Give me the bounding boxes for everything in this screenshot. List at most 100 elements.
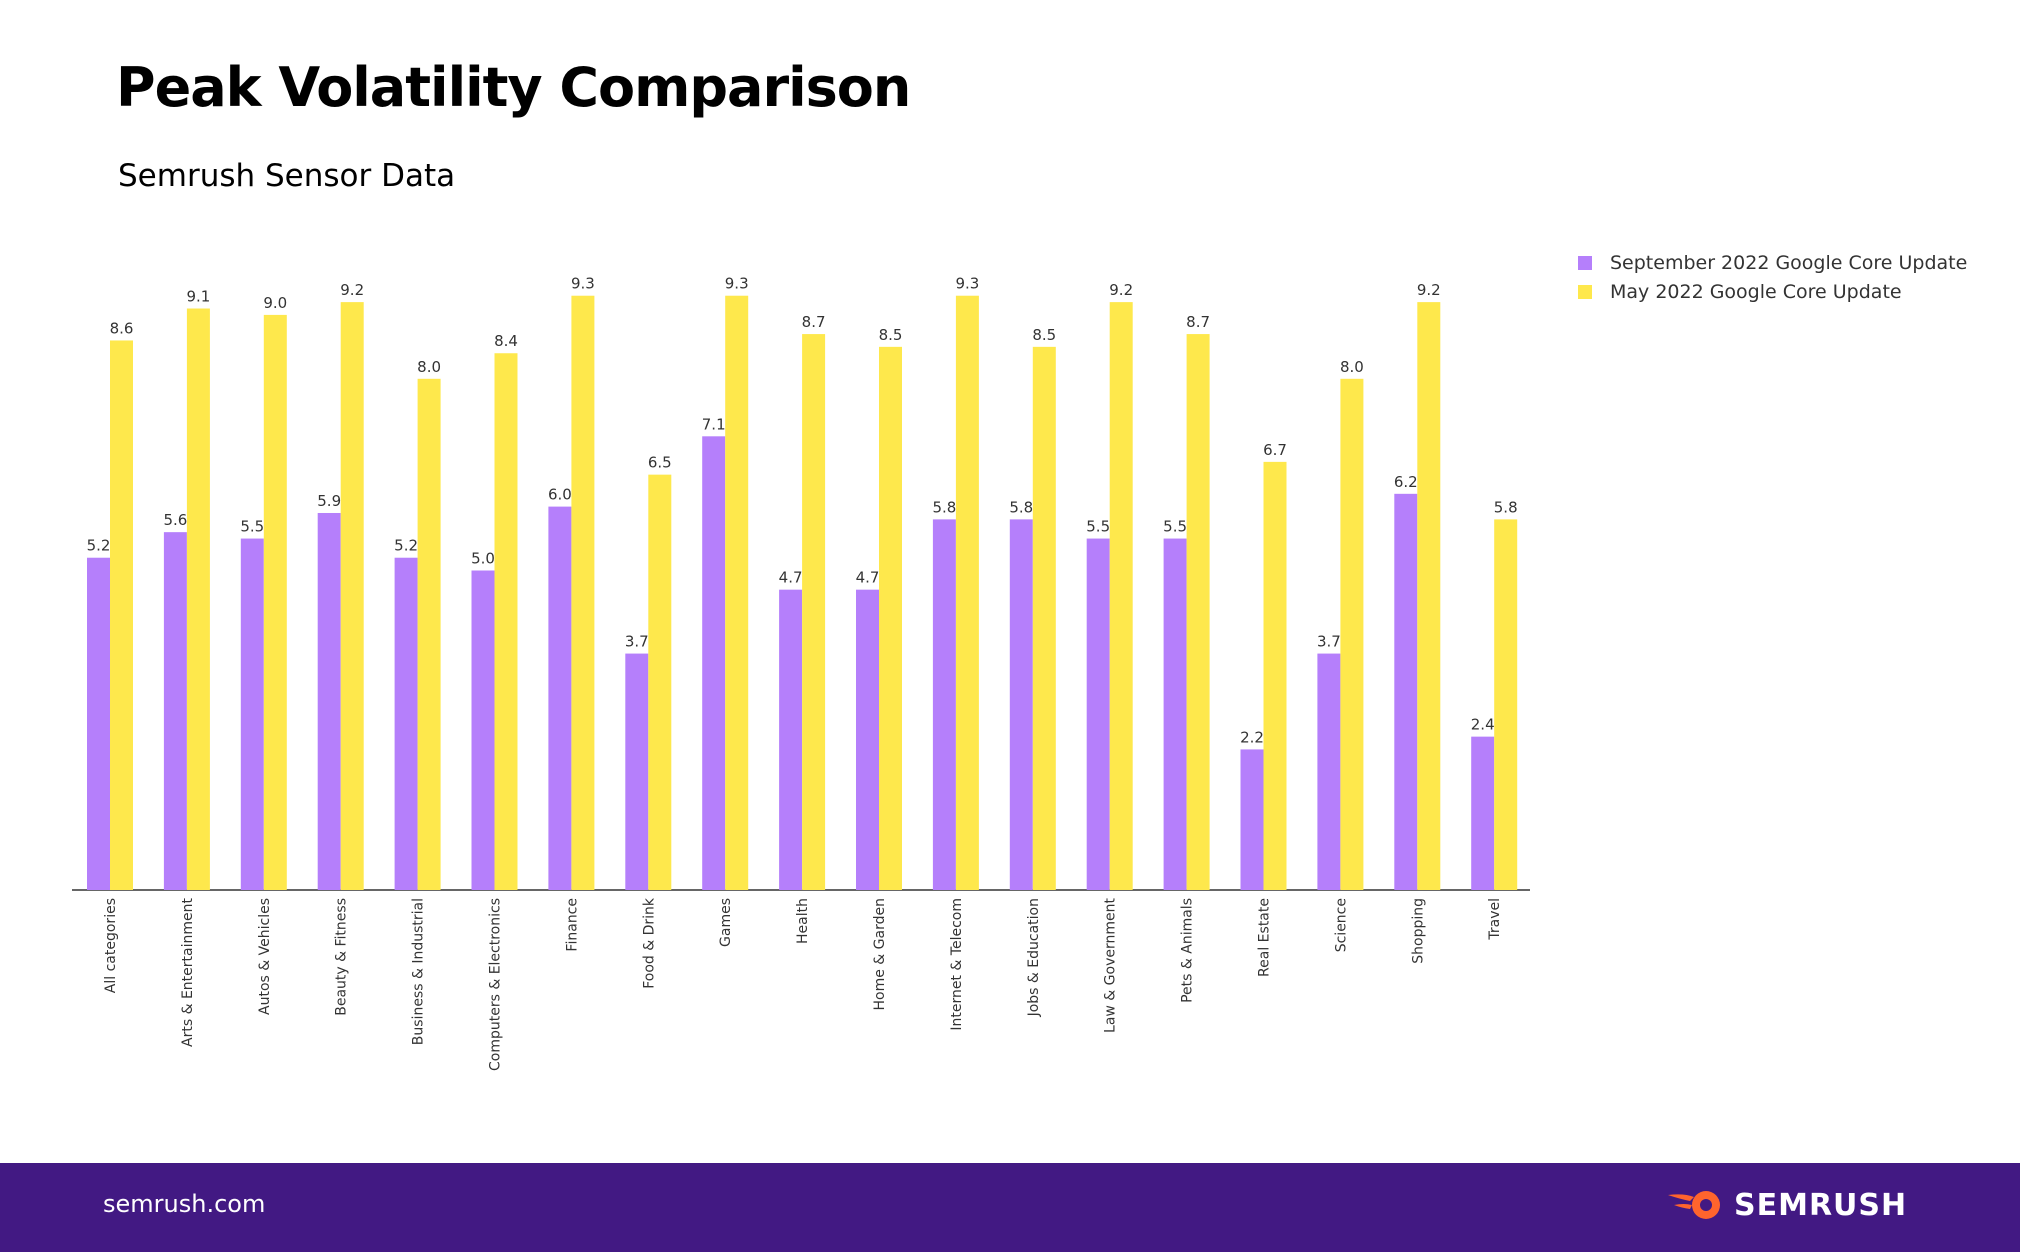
- chart-title: Peak Volatility Comparison: [116, 56, 911, 119]
- bar-sep-food-drink: [625, 653, 649, 890]
- x-tick-label-beauty-fitness: Beauty & Fitness: [334, 898, 350, 1016]
- brand-logo: SEMRUSH: [1666, 1187, 1907, 1223]
- bar-may-jobs-education: [1032, 346, 1056, 891]
- x-tick-label-travel: Travel: [1487, 898, 1503, 941]
- bar-sep-shopping: [1394, 493, 1418, 890]
- bar-may-home-garden: [879, 346, 902, 891]
- bar-may-autos-vehicles: [263, 314, 287, 890]
- bar-sep-finance: [548, 506, 572, 890]
- x-tick-label-home-garden: Home & Garden: [872, 898, 888, 1010]
- bar-may-health: [802, 334, 826, 890]
- data-label-sep-autos-vehicles: 5.5: [240, 518, 264, 536]
- data-label-sep-home-garden: 4.7: [856, 569, 880, 587]
- x-tick-label-autos-vehicles: Autos & Vehicles: [257, 898, 273, 1015]
- data-label-sep-shopping: 6.2: [1394, 473, 1418, 491]
- data-label-sep-pets-animals: 5.5: [1163, 518, 1187, 536]
- data-label-may-travel: 5.8: [1494, 498, 1518, 516]
- bar-sep-autos-vehicles: [240, 538, 264, 890]
- bar-sep-arts-entertainment: [163, 532, 187, 890]
- legend-label-may: May 2022 Google Core Update: [1610, 280, 1902, 303]
- bar-sep-travel: [1471, 736, 1495, 890]
- data-label-sep-real-estate: 2.2: [1240, 728, 1264, 746]
- data-label-may-computers-electronics: 8.4: [494, 332, 518, 350]
- bar-sep-health: [779, 589, 803, 890]
- x-tick-label-law-government: Law & Government: [1103, 898, 1119, 1033]
- data-label-may-pets-animals: 8.7: [1186, 313, 1210, 331]
- brand-name: SEMRUSH: [1734, 1187, 1908, 1223]
- bar-sep-business-industrial: [394, 557, 418, 890]
- bar-may-science: [1340, 378, 1364, 890]
- footer-bar: semrush.com SEMRUSH: [0, 1163, 2020, 1252]
- bar-sep-home-garden: [856, 589, 879, 890]
- bar-may-internet-telecom: [955, 295, 979, 891]
- bar-sep-law-government: [1086, 538, 1110, 890]
- bar-chart: 5.2 8.6 All categories 5.6 9.1 Arts & Enterta…: [72, 275, 1530, 1071]
- bar-may-business-industrial: [417, 378, 441, 890]
- x-tick-label-business-industrial: Business & Industrial: [411, 898, 427, 1045]
- data-label-sep-health: 4.7: [779, 569, 803, 587]
- x-tick-label-games: Games: [718, 898, 734, 947]
- data-label-sep-games: 7.1: [702, 415, 726, 433]
- x-tick-label-internet-telecom: Internet & Telecom: [949, 898, 965, 1031]
- data-label-sep-travel: 2.4: [1471, 716, 1495, 734]
- data-label-may-food-drink: 6.5: [648, 454, 672, 472]
- bar-may-beauty-fitness: [340, 302, 364, 890]
- x-tick-label-health: Health: [795, 898, 811, 944]
- data-label-sep-internet-telecom: 5.8: [932, 498, 956, 516]
- x-tick-label-computers-electronics: Computers & Electronics: [488, 898, 504, 1071]
- bar-sep-pets-animals: [1163, 538, 1187, 890]
- bar-may-computers-electronics: [494, 353, 518, 890]
- data-label-may-finance: 9.3: [571, 275, 595, 293]
- data-label-sep-business-industrial: 5.2: [394, 537, 418, 555]
- bar-may-games: [725, 295, 749, 891]
- semrush-logo-icon: [1668, 1191, 1720, 1219]
- x-tick-label-all-categories: All categories: [103, 898, 119, 993]
- data-label-may-autos-vehicles: 9.0: [263, 294, 287, 312]
- data-label-may-law-government: 9.2: [1109, 281, 1133, 299]
- data-label-sep-beauty-fitness: 5.9: [317, 492, 341, 510]
- bar-may-shopping: [1417, 302, 1441, 890]
- bar-may-food-drink: [648, 474, 672, 890]
- bar-sep-all-categories: [87, 557, 110, 890]
- x-tick-label-science: Science: [1333, 898, 1349, 952]
- legend-item-september: September 2022 Google Core Update: [1578, 248, 1967, 277]
- x-tick-label-jobs-education: Jobs & Education: [1026, 898, 1042, 1017]
- chart-legend: September 2022 Google Core Update May 20…: [1578, 248, 1967, 306]
- data-label-may-jobs-education: 8.5: [1032, 326, 1056, 344]
- x-tick-label-shopping: Shopping: [1410, 898, 1426, 964]
- x-tick-label-arts-entertainment: Arts & Entertainment: [180, 898, 196, 1047]
- bar-sep-science: [1317, 653, 1341, 890]
- data-label-may-science: 8.0: [1340, 358, 1364, 376]
- legend-label-september: September 2022 Google Core Update: [1610, 251, 1968, 274]
- data-label-sep-computers-electronics: 5.0: [471, 550, 495, 568]
- legend-item-may: May 2022 Google Core Update: [1578, 277, 1967, 306]
- data-label-may-games: 9.3: [725, 275, 749, 293]
- x-tick-label-finance: Finance: [564, 898, 580, 952]
- data-label-may-shopping: 9.2: [1417, 281, 1441, 299]
- bar-may-real-estate: [1263, 461, 1287, 890]
- bar-may-pets-animals: [1186, 334, 1210, 890]
- chart-subtitle: Semrush Sensor Data: [118, 158, 456, 194]
- data-label-may-real-estate: 6.7: [1263, 441, 1287, 459]
- data-label-sep-jobs-education: 5.8: [1009, 498, 1033, 516]
- bar-may-travel: [1494, 519, 1518, 890]
- legend-swatch-may: [1578, 284, 1592, 299]
- data-label-may-arts-entertainment: 9.1: [186, 288, 210, 306]
- data-label-may-business-industrial: 8.0: [417, 358, 441, 376]
- bar-may-law-government: [1109, 302, 1133, 890]
- data-label-may-health: 8.7: [802, 313, 826, 331]
- data-label-sep-science: 3.7: [1317, 633, 1341, 651]
- x-tick-label-real-estate: Real Estate: [1257, 898, 1273, 977]
- bar-may-arts-entertainment: [186, 308, 210, 890]
- bar-sep-real-estate: [1240, 749, 1264, 890]
- data-label-sep-law-government: 5.5: [1086, 518, 1110, 536]
- bar-sep-jobs-education: [1009, 519, 1033, 890]
- data-label-may-beauty-fitness: 9.2: [340, 281, 364, 299]
- legend-swatch-september: [1578, 255, 1592, 270]
- bar-sep-beauty-fitness: [317, 512, 341, 890]
- x-tick-label-food-drink: Food & Drink: [641, 897, 657, 989]
- bar-may-all-categories: [110, 340, 133, 891]
- bar-may-finance: [571, 295, 595, 891]
- bar-sep-internet-telecom: [932, 519, 956, 890]
- data-label-sep-all-categories: 5.2: [87, 537, 111, 555]
